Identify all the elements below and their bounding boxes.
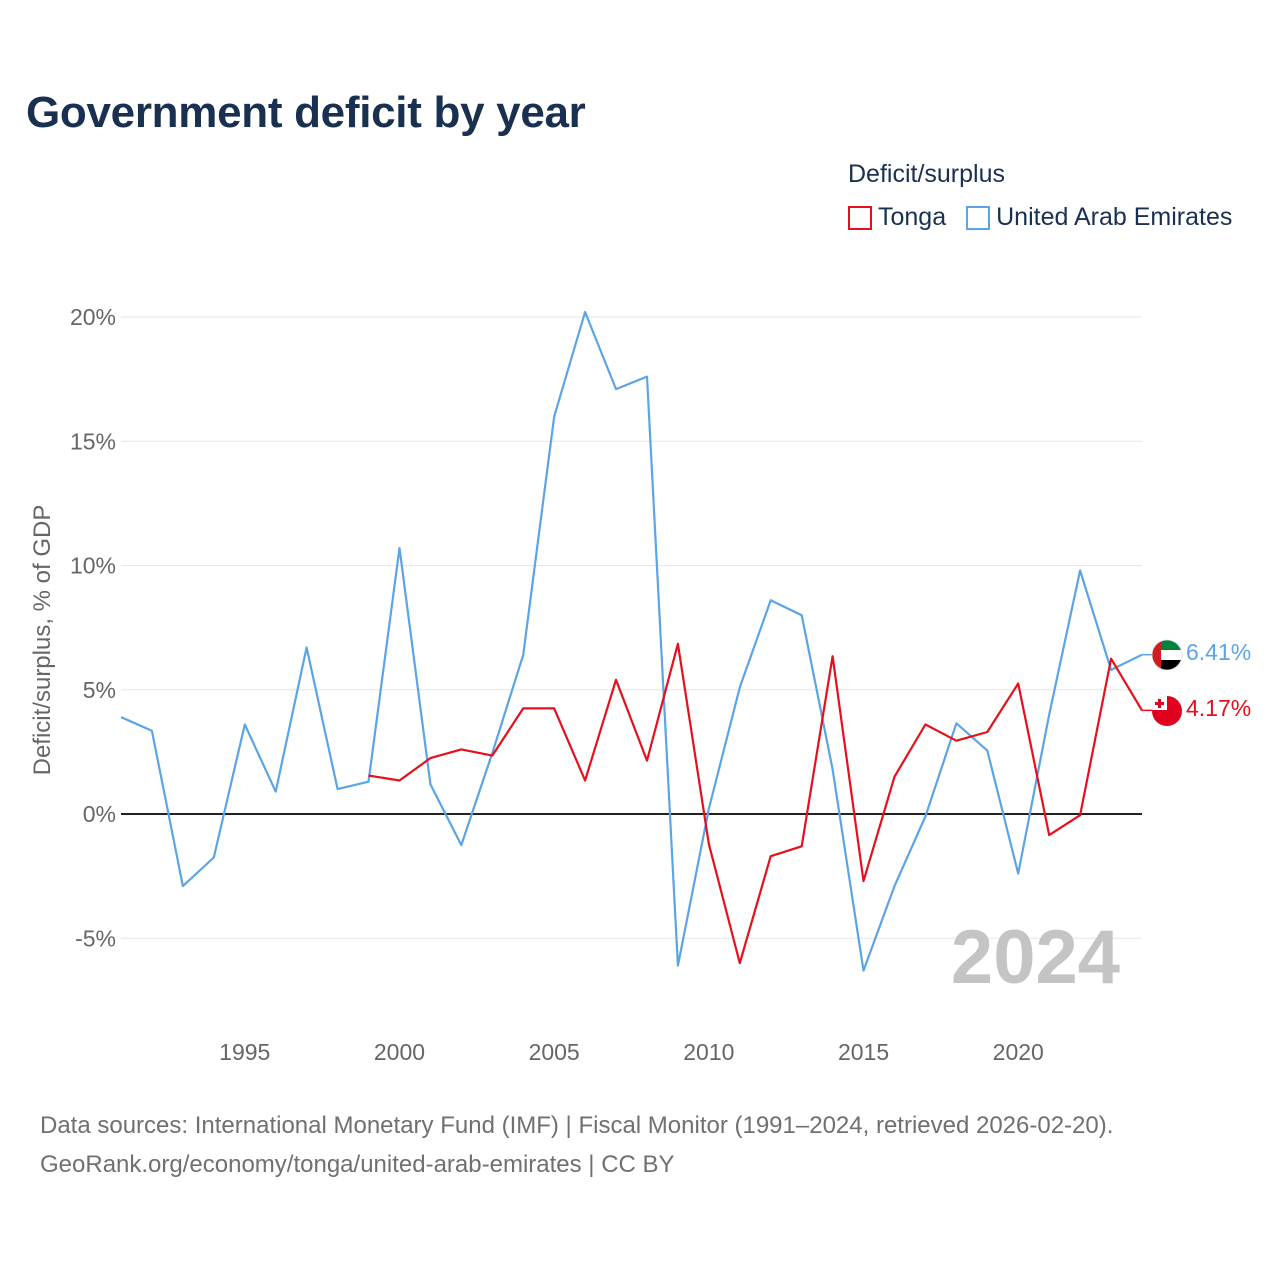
- y-tick-label: 0%: [83, 801, 116, 827]
- line-chart: -5% 0% 5% 10% 15% 20% 2024 6.41% 4.17% 1995 200…: [29, 304, 1251, 1065]
- x-tick-label: 2020: [993, 1039, 1044, 1065]
- y-tick-label: -5%: [75, 925, 116, 951]
- y-axis-title: Deficit/surplus, % of GDP: [29, 505, 56, 776]
- y-tick-label: 5%: [83, 677, 116, 703]
- uae-flag-icon: [1151, 639, 1183, 671]
- footer: Data sources: International Monetary Fun…: [40, 1106, 1113, 1184]
- series-line-united-arab-emirates[interactable]: [120, 310, 1143, 972]
- y-tick-label: 15%: [70, 428, 116, 454]
- series-line-tonga[interactable]: [368, 642, 1143, 965]
- y-tick-label: 20%: [70, 304, 116, 330]
- end-value-label-tonga: 4.17%: [1186, 695, 1251, 721]
- legend-item-tonga[interactable]: Tonga: [848, 203, 946, 232]
- legend-label-united-arab-emirates: United Arab Emirates: [996, 203, 1233, 231]
- legend: Deficit/surplus Tonga United Arab Emirat…: [848, 160, 1252, 232]
- x-tick-label: 2000: [374, 1039, 425, 1065]
- y-tick-label: 10%: [70, 553, 116, 579]
- x-tick-label: 2005: [529, 1039, 580, 1065]
- legend-label-tonga: Tonga: [878, 203, 947, 231]
- x-tick-label: 1995: [219, 1039, 270, 1065]
- year-watermark: 2024: [951, 915, 1120, 1000]
- legend-title: Deficit/surplus: [848, 160, 1005, 188]
- end-value-label-united-arab-emirates: 6.41%: [1186, 639, 1251, 665]
- x-tick-label: 2015: [838, 1039, 889, 1065]
- attribution-link[interactable]: GeoRank.org/economy/tonga/united-arab-em…: [40, 1151, 675, 1178]
- chart-title: Government deficit by year: [26, 88, 586, 137]
- tonga-flag-icon: [1152, 696, 1182, 726]
- legend-swatch-united-arab-emirates: [966, 205, 991, 230]
- legend-item-united-arab-emirates[interactable]: United Arab Emirates: [966, 203, 1232, 232]
- x-tick-label: 2010: [683, 1039, 734, 1065]
- legend-swatch-tonga: [848, 205, 872, 230]
- data-source-note: Data sources: International Monetary Fun…: [40, 1112, 1114, 1139]
